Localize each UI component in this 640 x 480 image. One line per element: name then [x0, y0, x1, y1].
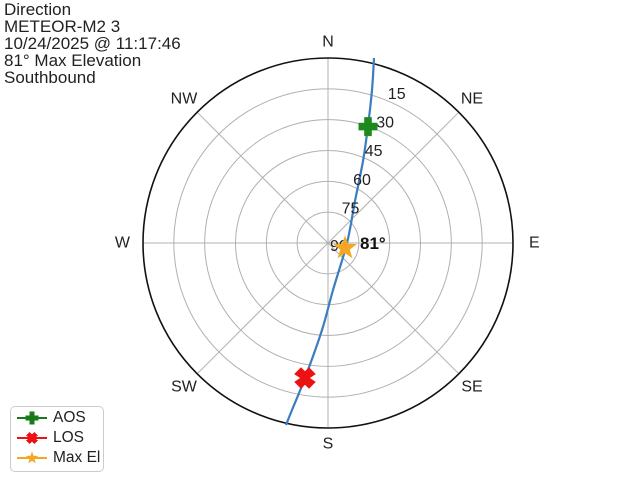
svg-text:NE: NE	[461, 91, 483, 108]
svg-text:NW: NW	[171, 91, 199, 108]
svg-text:81°: 81°	[360, 234, 386, 253]
svg-text:30: 30	[376, 115, 394, 132]
svg-text:15: 15	[388, 86, 406, 103]
svg-text:SW: SW	[171, 379, 198, 396]
svg-text:W: W	[115, 235, 131, 252]
svg-text:N: N	[322, 34, 334, 51]
svg-text:S: S	[323, 436, 334, 453]
svg-text:45: 45	[365, 143, 383, 160]
svg-text:60: 60	[353, 172, 371, 189]
svg-text:SE: SE	[461, 379, 482, 396]
svg-text:75: 75	[342, 200, 360, 217]
svg-text:E: E	[529, 235, 540, 252]
